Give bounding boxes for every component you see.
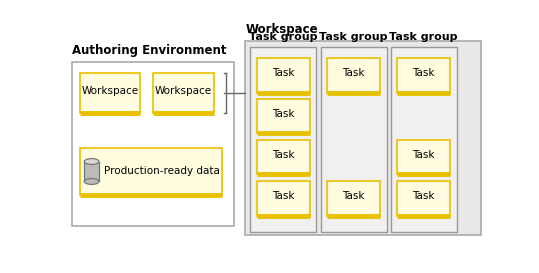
Bar xyxy=(72,62,234,226)
Text: Task group: Task group xyxy=(249,32,317,42)
Bar xyxy=(80,73,141,113)
Text: Task group: Task group xyxy=(319,32,388,42)
Bar xyxy=(84,162,99,182)
Text: Task: Task xyxy=(412,150,435,160)
Text: Task: Task xyxy=(272,68,295,78)
Bar xyxy=(245,41,481,235)
Ellipse shape xyxy=(84,179,99,185)
Bar xyxy=(397,58,450,93)
Text: Task: Task xyxy=(342,191,365,201)
Bar xyxy=(397,181,450,216)
Bar xyxy=(321,48,386,233)
Text: Production-ready data: Production-ready data xyxy=(104,167,220,177)
Text: Task: Task xyxy=(272,191,295,201)
Text: Task: Task xyxy=(412,68,435,78)
Bar xyxy=(397,140,450,174)
Bar xyxy=(327,58,380,93)
Text: Workspace: Workspace xyxy=(155,85,212,96)
Text: Task: Task xyxy=(272,150,295,160)
Bar xyxy=(391,48,457,233)
Text: Task: Task xyxy=(412,191,435,201)
Bar xyxy=(257,140,309,174)
Bar xyxy=(257,58,309,93)
Text: Task group: Task group xyxy=(390,32,458,42)
Text: Task: Task xyxy=(342,68,365,78)
Text: Task: Task xyxy=(272,109,295,119)
Bar xyxy=(80,149,222,195)
Text: Workspace: Workspace xyxy=(81,85,139,96)
Bar xyxy=(327,181,380,216)
Bar xyxy=(257,99,309,133)
Ellipse shape xyxy=(84,159,99,164)
Text: Authoring Environment: Authoring Environment xyxy=(72,44,227,57)
Text: Workspace: Workspace xyxy=(246,23,319,36)
Bar xyxy=(250,48,316,233)
Bar xyxy=(257,181,309,216)
Bar xyxy=(153,73,213,113)
